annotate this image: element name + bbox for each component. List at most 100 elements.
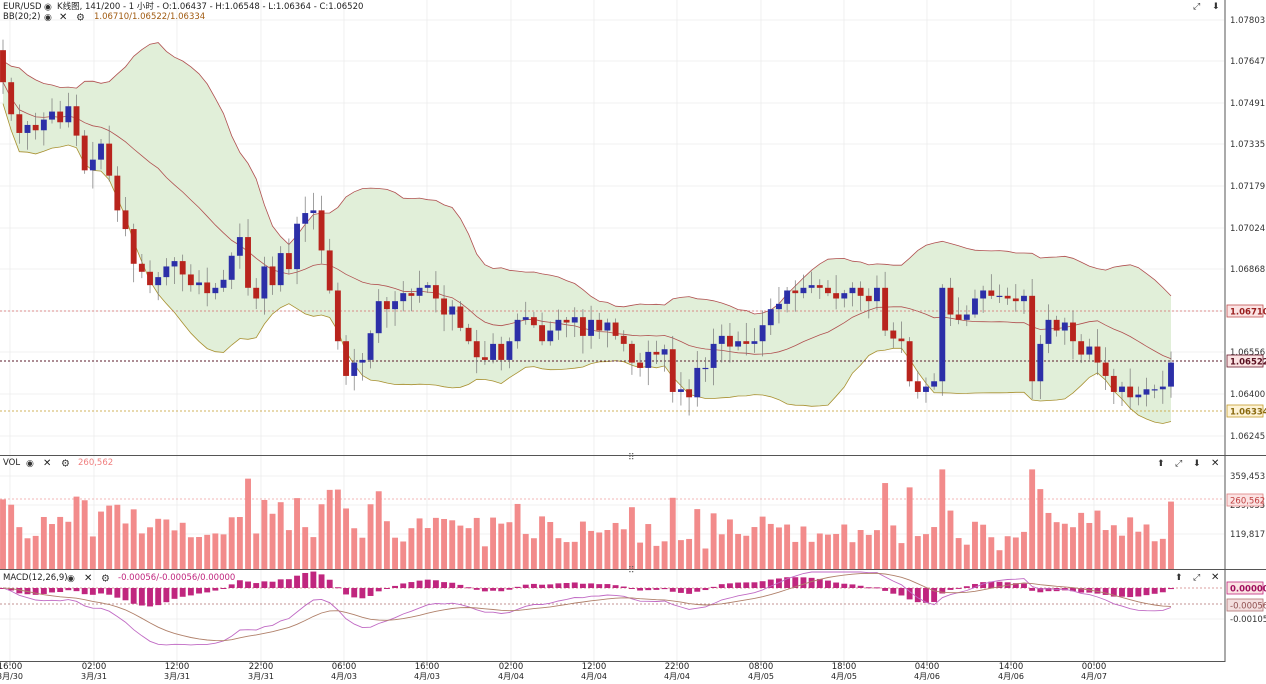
macd-bar xyxy=(759,581,766,588)
candle xyxy=(1078,334,1085,363)
macd-bar xyxy=(1070,588,1076,592)
price-move-down-button[interactable]: ⬇ xyxy=(1212,2,1220,12)
candle xyxy=(81,130,88,174)
candle xyxy=(1021,289,1027,314)
volume-bar xyxy=(637,542,644,569)
candle xyxy=(171,257,178,284)
volume-bar xyxy=(1021,531,1027,569)
macd-bar xyxy=(988,581,995,588)
macd-bar xyxy=(1078,588,1085,593)
candle xyxy=(841,289,848,308)
macd-panel[interactable] xyxy=(0,571,1224,646)
candle xyxy=(514,313,521,349)
macd-bar xyxy=(825,580,831,588)
candle xyxy=(596,312,603,339)
volume-move-up-button[interactable]: ⬆ xyxy=(1157,459,1165,469)
macd-bar xyxy=(351,588,358,598)
candle xyxy=(481,341,488,365)
macd-bar xyxy=(776,578,782,588)
macd-bar xyxy=(506,588,513,590)
macd-expand-button[interactable]: ⤢ xyxy=(1192,573,1200,583)
macd-bar xyxy=(383,588,390,589)
macd-zero-tag: 0.00000 xyxy=(1226,581,1266,595)
date-tick-label: 3月/31 xyxy=(81,672,107,680)
close-icon: ✕ xyxy=(1211,572,1219,583)
volume-bar xyxy=(628,507,635,569)
candle xyxy=(530,311,537,328)
price-expand-button[interactable]: ⤢ xyxy=(1192,2,1200,12)
candle xyxy=(914,370,921,399)
macd-bar xyxy=(89,588,96,595)
svg-text:0.00000: 0.00000 xyxy=(1230,585,1266,595)
macd-bar xyxy=(898,588,905,596)
volume-bar xyxy=(343,508,349,569)
candle xyxy=(628,340,635,375)
svg-text:1.06710: 1.06710 xyxy=(1230,308,1266,318)
price-visibility-toggle[interactable]: ◉ xyxy=(44,3,52,13)
price-tick-label: 1.06556 xyxy=(1230,348,1265,358)
bollinger-remove-button[interactable]: ✕ xyxy=(59,12,67,23)
volume-settings-button[interactable]: ⚙ xyxy=(61,459,70,470)
volume-move-down-button[interactable]: ⬇ xyxy=(1193,459,1201,469)
candle xyxy=(318,195,325,264)
macd-bar xyxy=(318,574,325,588)
candle xyxy=(147,260,153,294)
macd-bar xyxy=(490,588,497,591)
macd-remove-button[interactable]: ✕ xyxy=(84,573,92,584)
volume-remove-button[interactable]: ✕ xyxy=(43,458,51,469)
macd-bar xyxy=(334,587,341,589)
macd-bar xyxy=(253,583,260,588)
candle xyxy=(661,344,668,372)
candle xyxy=(122,196,129,237)
volume-bar xyxy=(449,520,456,569)
macd-bar xyxy=(653,588,660,590)
volume-panel[interactable] xyxy=(0,469,1224,569)
macd-bar xyxy=(16,588,23,594)
volume-expand-button[interactable]: ⤢ xyxy=(1174,459,1182,469)
time-tick-label: 16:00 xyxy=(0,662,22,672)
candle xyxy=(825,280,831,297)
price-tick-label: 1.07024 xyxy=(1230,224,1265,234)
price-tick-label: 1.06400 xyxy=(1230,390,1265,400)
macd-bar xyxy=(857,585,864,588)
candle xyxy=(1012,284,1019,312)
macd-bar xyxy=(1159,588,1166,593)
price-panel[interactable] xyxy=(0,39,1224,424)
candle xyxy=(563,317,570,338)
macd-close-button[interactable]: ✕ xyxy=(1211,572,1219,583)
symbol-label[interactable]: EUR/USD xyxy=(3,2,42,12)
bollinger-upper-line xyxy=(2,42,1172,315)
bollinger-settings-button[interactable]: ⚙ xyxy=(76,13,85,24)
macd-bar xyxy=(767,579,774,588)
volume-bar xyxy=(204,534,211,569)
macd-visibility-toggle[interactable]: ◉ xyxy=(67,574,75,584)
volume-bar xyxy=(220,534,227,569)
candle xyxy=(579,309,586,354)
volume-bar xyxy=(776,527,782,569)
bollinger-visibility-toggle[interactable]: ◉ xyxy=(44,13,52,23)
price-tick-label: 1.06245 xyxy=(1230,432,1265,442)
macd-move-up-button[interactable]: ⬆ xyxy=(1175,573,1183,583)
panel-resize-handle-1[interactable]: ⠿ xyxy=(628,452,635,463)
volume-close-button[interactable]: ✕ xyxy=(1211,458,1219,469)
volume-bar xyxy=(555,538,562,569)
volume-bar xyxy=(931,527,938,569)
candle xyxy=(882,271,889,337)
panel-resize-handle-2[interactable]: ⠿ xyxy=(628,565,635,576)
volume-bar xyxy=(677,540,684,569)
macd-bar xyxy=(579,583,586,588)
candle xyxy=(645,340,652,386)
macd-settings-button[interactable]: ⚙ xyxy=(101,574,110,585)
macd-bar xyxy=(326,579,333,588)
volume-bar xyxy=(522,533,529,569)
volume-bar xyxy=(187,537,194,569)
date-tick-label: 4月/04 xyxy=(498,672,524,680)
volume-bar xyxy=(1053,522,1060,569)
volume-visibility-toggle[interactable]: ◉ xyxy=(26,459,34,469)
volume-bar xyxy=(1094,510,1101,569)
candle xyxy=(571,307,578,338)
time-tick-label: 14:00 xyxy=(999,662,1024,672)
macd-bar xyxy=(882,588,889,591)
date-tick-label: 4月/07 xyxy=(1081,672,1107,680)
